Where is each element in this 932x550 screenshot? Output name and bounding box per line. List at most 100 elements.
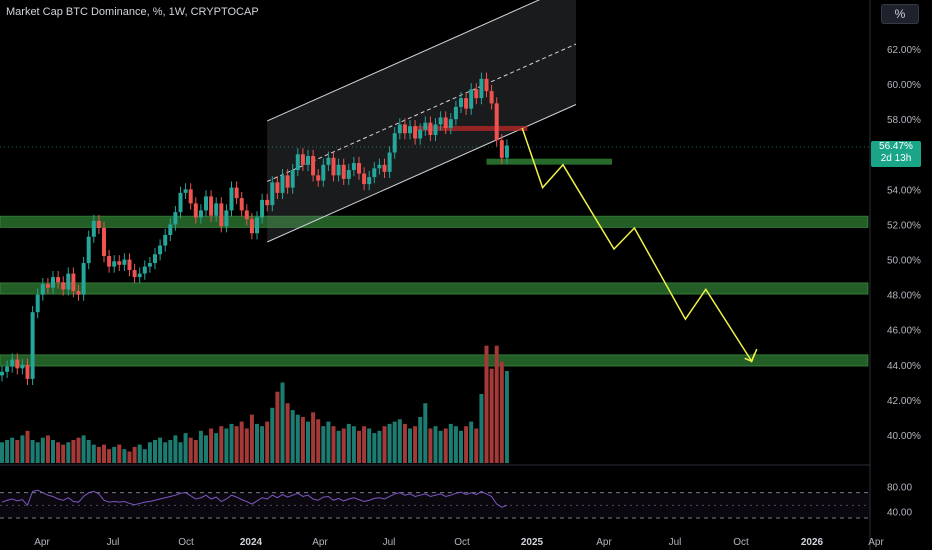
volume-bar <box>204 435 208 463</box>
candle-body <box>489 91 494 104</box>
volume-bar <box>346 423 351 463</box>
projection-arrowhead <box>744 353 756 363</box>
candle-body <box>229 187 234 211</box>
candle-body <box>459 98 463 107</box>
volume-bar <box>351 426 356 463</box>
volume-bar <box>112 446 117 463</box>
volume-bar <box>183 433 188 463</box>
volume-bar <box>132 446 137 463</box>
volume-bar <box>392 421 397 463</box>
candle-body <box>168 224 173 235</box>
volume-bar <box>198 430 203 463</box>
volume-bar <box>260 426 265 463</box>
volume-bar <box>408 428 412 463</box>
x-tick-label: Jul <box>107 537 120 548</box>
candle-body <box>198 210 203 218</box>
volume-bar <box>336 430 341 463</box>
y-tick-label: 62.00% <box>887 45 921 56</box>
volume-bar <box>15 440 20 463</box>
candle-body <box>295 154 300 171</box>
volume-bar <box>372 433 377 463</box>
candle-body <box>76 291 81 295</box>
candle-body <box>66 273 71 290</box>
candle-body <box>362 173 367 185</box>
candle-body <box>260 199 265 218</box>
support-zone <box>0 354 869 367</box>
channel-fill <box>267 0 576 242</box>
volume-bar <box>341 428 346 463</box>
volume-bar <box>178 442 183 463</box>
volume-bar <box>402 423 407 463</box>
candle-body <box>81 263 86 295</box>
volume-bar <box>214 433 219 463</box>
volume-bar <box>306 421 310 463</box>
last-price-badge: 56.47% 2d 13h <box>871 141 921 167</box>
candle-body <box>280 175 285 193</box>
candle-body <box>86 236 91 264</box>
candle-body <box>51 277 55 288</box>
volume-bar <box>387 423 392 463</box>
candle-body <box>5 366 10 372</box>
candle-body <box>61 282 66 290</box>
volume-bar <box>474 428 479 463</box>
y-tick-label: 42.00% <box>887 396 921 407</box>
candle-body <box>71 273 76 292</box>
y-tick-label: 50.00% <box>887 256 921 267</box>
volume-bar <box>30 440 35 463</box>
x-tick-label: Apr <box>596 537 612 548</box>
candle-body <box>56 277 61 283</box>
volume-bar <box>122 449 127 463</box>
volume-bar <box>5 440 10 463</box>
volume-bar <box>0 442 4 463</box>
volume-bar <box>127 451 132 463</box>
volume-bar <box>96 446 101 463</box>
volume-bar <box>188 437 193 463</box>
volume-bar <box>499 361 504 463</box>
candle-body <box>290 170 295 188</box>
candle-body <box>188 189 193 204</box>
candle-body <box>142 266 147 274</box>
volume-bar <box>10 437 15 463</box>
candle-body <box>15 359 20 369</box>
candle-body <box>0 371 4 376</box>
volume-bar <box>61 444 66 463</box>
volume-bar <box>285 403 290 463</box>
candle-body <box>331 157 336 176</box>
volume-bar <box>193 440 198 463</box>
rsi-tick-label: 40.00 <box>887 508 912 519</box>
volume-bar <box>367 428 372 463</box>
volume-bar <box>56 442 61 463</box>
candle-body <box>153 254 157 264</box>
volume-bar <box>117 444 122 463</box>
candle-body <box>275 182 280 193</box>
volume-bar <box>163 442 168 463</box>
x-tick-label: Jul <box>669 537 682 548</box>
volume-bar <box>244 428 249 463</box>
candle-body <box>311 156 316 176</box>
volume-bar <box>234 426 239 463</box>
candle-body <box>504 145 509 158</box>
candle-body <box>316 175 321 181</box>
volume-bar <box>219 426 224 463</box>
candle-body <box>102 227 106 257</box>
candle-body <box>418 129 423 139</box>
volume-bar <box>91 444 96 463</box>
candle-body <box>255 217 259 234</box>
volume-bar <box>300 417 305 463</box>
candle-body <box>448 119 453 128</box>
volume-bar <box>66 442 71 463</box>
volume-bar <box>249 414 254 463</box>
candle-body <box>204 196 208 211</box>
volume-bar <box>418 417 423 463</box>
volume-bar <box>489 368 494 463</box>
candle-body <box>392 133 397 153</box>
x-tick-label: Apr <box>34 537 50 548</box>
candle-body <box>382 164 387 172</box>
candle-body <box>306 156 310 165</box>
percent-scale-button[interactable]: % <box>881 4 919 24</box>
candle-body <box>397 124 402 134</box>
volume-bar <box>137 444 142 463</box>
candle-body <box>35 294 40 313</box>
candle-body <box>270 182 275 206</box>
